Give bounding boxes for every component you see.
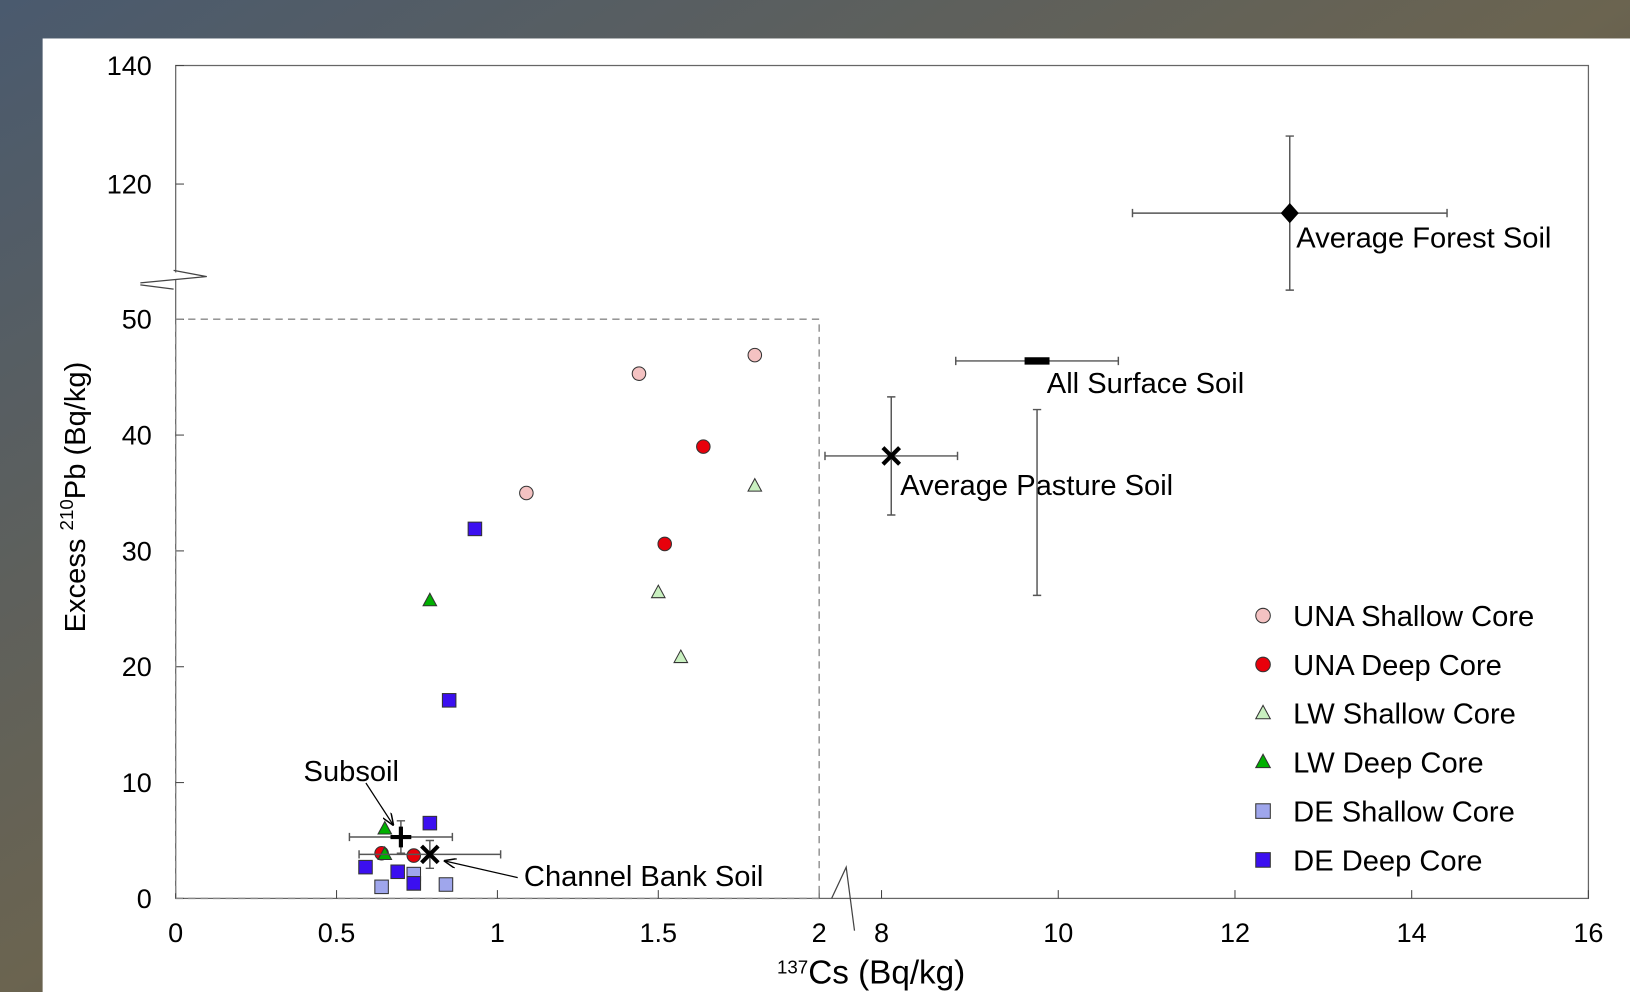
point bbox=[377, 845, 393, 860]
x-tick-label: 12 bbox=[1220, 918, 1250, 948]
x-tick-label: 1.5 bbox=[640, 918, 678, 948]
summary-point bbox=[1280, 202, 1299, 224]
point-annotation: Channel Bank Soil bbox=[524, 861, 763, 893]
x-tick-label: 0.5 bbox=[318, 918, 356, 948]
x-label-main: Cs (Bq/kg) bbox=[808, 955, 965, 992]
point bbox=[519, 485, 534, 501]
legend-marker bbox=[1255, 656, 1271, 673]
point-annotation: Subsoil bbox=[304, 756, 399, 788]
x-tick-label: 8 bbox=[874, 918, 889, 948]
legend-marker bbox=[1254, 704, 1272, 720]
point bbox=[467, 521, 483, 537]
x-tick-label: 1 bbox=[490, 918, 505, 948]
y-tick-label: 20 bbox=[122, 652, 152, 682]
point bbox=[673, 648, 689, 664]
legend-label: DE Shallow Core bbox=[1293, 796, 1515, 828]
point bbox=[441, 693, 457, 708]
legend-marker bbox=[1255, 803, 1271, 819]
axis-break-mask bbox=[140, 272, 206, 290]
point bbox=[438, 877, 454, 892]
y-tick-label: 0 bbox=[137, 884, 152, 914]
point bbox=[422, 815, 438, 831]
x-tick-label: 10 bbox=[1043, 918, 1073, 948]
annotation-arrow bbox=[365, 782, 393, 825]
y-tick-label: 120 bbox=[107, 169, 152, 199]
x-tick-label: 14 bbox=[1397, 918, 1427, 948]
point bbox=[747, 477, 763, 492]
x-axis-label: 137Cs (Bq/kg) bbox=[777, 955, 965, 992]
point bbox=[390, 864, 405, 880]
y-axis-break bbox=[140, 269, 207, 290]
point bbox=[422, 592, 438, 607]
point bbox=[406, 876, 422, 891]
chart-panel bbox=[42, 38, 1630, 992]
x-tick-label: 16 bbox=[1573, 918, 1603, 948]
point-annotation: Average Forest Soil bbox=[1296, 222, 1551, 254]
legend-label: UNA Deep Core bbox=[1293, 650, 1502, 682]
y-error-bar bbox=[1032, 408, 1042, 597]
y-tick-label: 50 bbox=[122, 305, 152, 335]
y-label-prefix: Excess bbox=[60, 530, 92, 632]
legend-label: LW Shallow Core bbox=[1293, 699, 1516, 731]
point bbox=[358, 859, 373, 875]
point bbox=[747, 347, 763, 363]
summary-point bbox=[390, 826, 412, 848]
y-tick-label: 10 bbox=[122, 768, 152, 798]
legend-label: LW Deep Core bbox=[1293, 748, 1483, 780]
point bbox=[650, 584, 666, 599]
y-label-main: Pb (Bq/kg) bbox=[60, 362, 92, 500]
legend-marker bbox=[1254, 753, 1272, 769]
legend-marker bbox=[1255, 607, 1271, 624]
point bbox=[377, 820, 393, 835]
point bbox=[374, 879, 389, 895]
annotation-arrow bbox=[445, 861, 518, 879]
legend-label: DE Deep Core bbox=[1293, 845, 1482, 877]
x-tick-label: 0 bbox=[168, 918, 183, 948]
y-axis-label: Excess 210Pb (Bq/kg) bbox=[56, 362, 92, 633]
legend-label: UNA Shallow Core bbox=[1293, 601, 1534, 633]
y-tick-label: 140 bbox=[107, 51, 152, 81]
y-tick-label: 40 bbox=[122, 420, 152, 450]
summary-point bbox=[881, 446, 902, 466]
point bbox=[696, 439, 711, 454]
point bbox=[406, 848, 422, 863]
y-label-sup: 210 bbox=[56, 499, 77, 530]
x-tick-label: 2 bbox=[812, 918, 827, 948]
legend-marker bbox=[1255, 852, 1271, 868]
summary-point bbox=[420, 844, 440, 865]
point bbox=[631, 366, 647, 381]
y-tick-label: 30 bbox=[122, 536, 152, 566]
x-label-sup: 137 bbox=[777, 956, 808, 977]
point bbox=[657, 536, 673, 552]
x-axis-break bbox=[831, 865, 856, 931]
point-annotation: All Surface Soil bbox=[1047, 368, 1244, 400]
